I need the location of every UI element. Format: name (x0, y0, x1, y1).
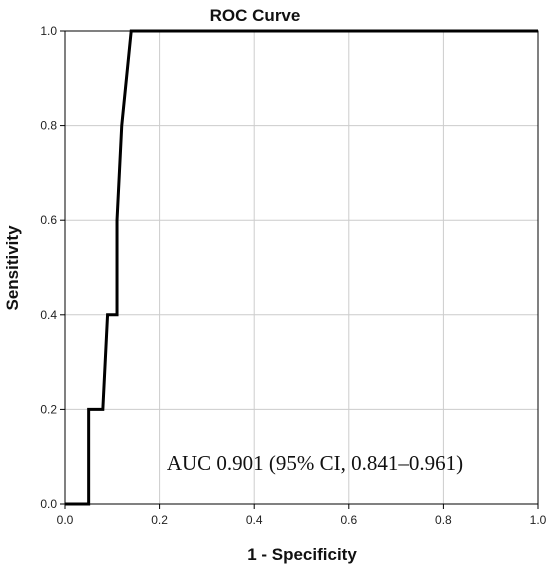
x-tick-label: 0.2 (151, 513, 168, 527)
y-tick-label: 0.8 (40, 119, 57, 133)
y-tick-label: 0.4 (40, 308, 57, 322)
x-tick-label: 0.0 (57, 513, 74, 527)
chart-title: ROC Curve (210, 6, 301, 25)
y-axis-title: Sensitivity (3, 225, 22, 311)
y-tick-label: 0.6 (40, 213, 57, 227)
grid-lines (64, 30, 539, 505)
y-tick-label: 0.2 (40, 402, 57, 416)
x-tick-label: 1.0 (530, 513, 547, 527)
roc-curve-line (65, 29, 538, 506)
y-tick-label: 0.0 (40, 497, 57, 511)
x-tick-label: 0.8 (435, 513, 452, 527)
plot-frame (64, 30, 539, 505)
axis-ticks: 0.0 0.2 0.4 0.6 0.8 1.0 0.0 0.2 0.4 0.6 0.8 1.0 (40, 24, 546, 527)
x-axis-title: 1 - Specificity (247, 545, 357, 564)
x-tick-label: 0.4 (246, 513, 263, 527)
x-tick-label: 0.6 (340, 513, 357, 527)
y-tick-label: 1.0 (40, 24, 57, 38)
auc-annotation: AUC 0.901 (95% CI, 0.841–0.961) (167, 451, 463, 475)
